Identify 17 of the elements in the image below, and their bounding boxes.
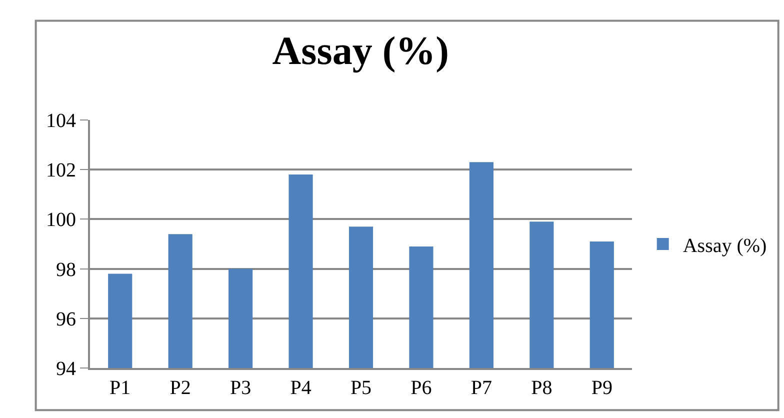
x-tick-label: P4	[290, 377, 312, 399]
x-tick-label: P9	[591, 377, 612, 399]
chart-title: Assay (%)	[272, 28, 449, 74]
x-tick-label: P8	[531, 377, 552, 399]
x-tick-label: P6	[410, 377, 432, 399]
x-tick-label: P2	[170, 377, 191, 399]
x-tick-label: P1	[110, 377, 131, 399]
x-tick-label: P7	[470, 377, 492, 399]
x-tick-label: P5	[350, 377, 372, 399]
y-tick-label: 94	[56, 358, 76, 380]
legend-label: Assay (%)	[682, 234, 767, 257]
y-tick-label: 102	[46, 160, 76, 182]
y-tick-label: 98	[56, 258, 76, 281]
x-tick-label: P3	[230, 377, 252, 399]
y-tick-label: 100	[46, 209, 76, 232]
y-tick-label: 104	[46, 110, 76, 132]
y-tick-label: 96	[56, 308, 76, 330]
